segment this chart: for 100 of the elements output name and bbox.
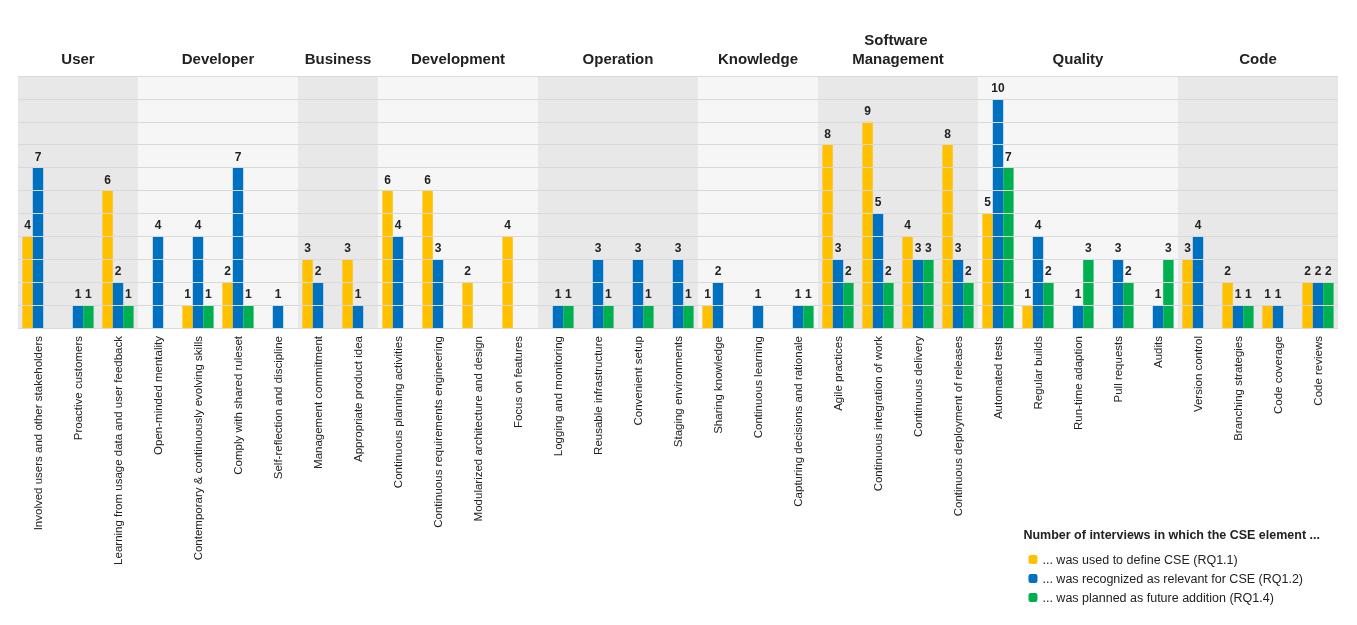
bar — [822, 144, 833, 328]
x-tick-label: Learning from usage data and user feedback — [112, 335, 124, 565]
data-label: 1 — [85, 287, 93, 302]
bar — [312, 282, 324, 328]
data-label: 3 — [594, 241, 602, 256]
x-tick-label: Code coverage — [1272, 336, 1284, 414]
data-label: 4 — [24, 218, 32, 233]
data-label: 2 — [114, 264, 122, 279]
data-label: 10 — [991, 80, 1005, 95]
bar — [1022, 305, 1033, 328]
bar — [1003, 167, 1014, 328]
bar — [912, 259, 924, 328]
data-label: 6 — [384, 172, 392, 187]
data-label: 1 — [1234, 287, 1242, 302]
bar — [152, 236, 164, 328]
data-label: 8 — [824, 126, 832, 141]
bar — [702, 305, 713, 328]
bar — [392, 236, 404, 328]
data-label: 3 — [674, 241, 682, 256]
data-label: 3 — [304, 241, 312, 256]
data-label: 2 — [1325, 264, 1333, 279]
legend-label: ... was planned as future addition (RQ1.4) — [1042, 590, 1274, 605]
legend-title: Number of interviews in which the CSE element ... — [1023, 527, 1321, 542]
data-label: 2 — [1224, 264, 1232, 279]
data-label: 1 — [794, 287, 802, 302]
data-label: 1 — [1154, 287, 1162, 302]
data-label: 4 — [504, 218, 512, 233]
bar — [832, 259, 844, 328]
band-label: User — [61, 50, 95, 67]
bar — [1083, 259, 1094, 328]
band-label: Code — [1239, 50, 1277, 67]
x-tick-label: Automated tests — [992, 335, 1004, 420]
x-tick-label: Version control — [1192, 336, 1204, 413]
data-label: 9 — [864, 103, 872, 118]
x-tick-label: Focus on features — [512, 335, 524, 429]
bar — [123, 305, 134, 328]
x-tick-label: Code reviews — [1312, 335, 1324, 406]
bar — [1302, 282, 1313, 328]
data-label: 4 — [904, 218, 912, 233]
bar — [712, 282, 724, 328]
bar — [1112, 259, 1124, 328]
data-label: 1 — [1074, 287, 1082, 302]
bar — [1072, 305, 1084, 328]
data-label: 2 — [314, 264, 322, 279]
bar — [342, 259, 353, 328]
band-label: Software Management — [852, 31, 944, 67]
data-label: 6 — [104, 172, 112, 187]
bar — [232, 167, 244, 328]
bar — [382, 190, 393, 328]
bar — [422, 190, 433, 328]
bar — [752, 305, 764, 328]
bar — [992, 98, 1004, 328]
data-label: 2 — [1304, 264, 1312, 279]
data-label: 1 — [805, 287, 813, 302]
band-label: Knowledge — [717, 50, 799, 67]
bar — [843, 282, 854, 328]
bar — [1232, 305, 1244, 328]
bar — [1272, 305, 1284, 328]
bar — [592, 259, 604, 328]
x-tick-label: Management commitment — [312, 335, 324, 469]
data-label: 2 — [464, 264, 472, 279]
data-label: 8 — [944, 126, 952, 141]
bar — [1222, 282, 1233, 328]
legend-label: ... was recognized as relevant for CSE (RQ1.2) — [1042, 571, 1304, 586]
bar — [1123, 282, 1134, 328]
data-label: 1 — [685, 287, 693, 302]
data-label: 4 — [394, 218, 402, 233]
x-tick-label: Modularized architecture and design — [472, 336, 484, 522]
data-label: 2 — [714, 264, 722, 279]
data-label: 3 — [925, 241, 933, 256]
data-label: 1 — [1024, 287, 1032, 302]
bar — [192, 236, 204, 328]
data-label: 1 — [245, 287, 253, 302]
bar — [952, 259, 964, 328]
x-tick-label: Regular builds — [1032, 335, 1044, 410]
x-tick-label: Agile practices — [832, 335, 844, 411]
data-label: 2 — [1314, 264, 1322, 279]
x-tick-label: Capturing decisions and rationale — [792, 336, 804, 507]
bar — [632, 259, 644, 328]
data-label: 2 — [845, 264, 853, 279]
data-label: 1 — [1245, 287, 1253, 302]
band-label: Developer — [181, 50, 255, 67]
legend-label: ... was used to define CSE (RQ1.1) — [1042, 552, 1238, 567]
data-label: 2 — [965, 264, 973, 279]
data-label: 7 — [1005, 149, 1013, 164]
data-label: 3 — [1184, 241, 1192, 256]
x-tick-label: Comply with shared ruleset — [232, 335, 244, 475]
bar — [462, 282, 473, 328]
bar — [923, 259, 934, 328]
data-label: 1 — [704, 287, 712, 302]
x-tick-label: Continuous integration of work — [872, 335, 884, 492]
data-label: 5 — [874, 195, 882, 210]
bar — [22, 236, 33, 328]
data-label: 4 — [154, 218, 162, 233]
data-label: 7 — [34, 149, 42, 164]
bar — [1163, 259, 1174, 328]
bar — [552, 305, 564, 328]
bar — [1043, 282, 1054, 328]
bar — [563, 305, 574, 328]
band-label: Operation — [582, 50, 654, 67]
